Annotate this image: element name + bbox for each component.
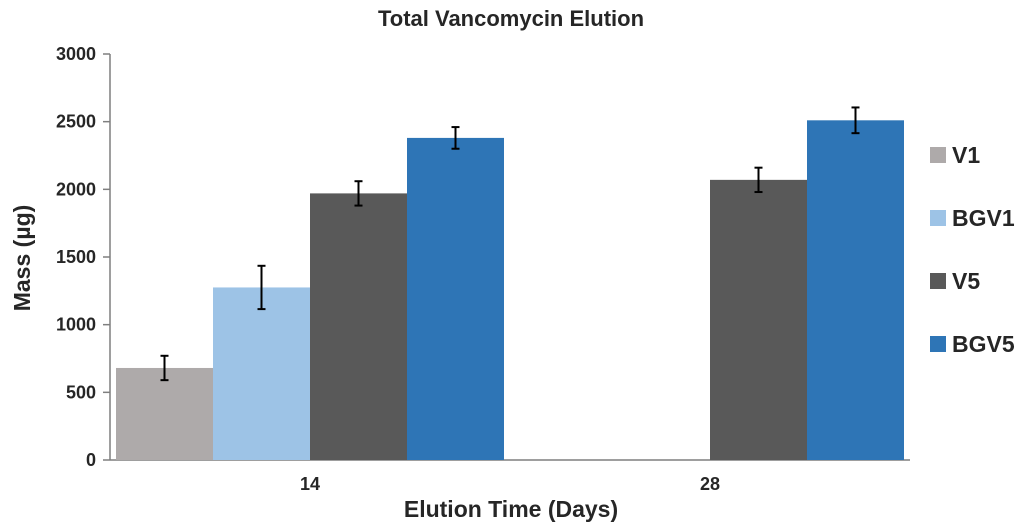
y-tick-label: 1000	[56, 315, 96, 335]
y-axis-title: Mass (µg)	[9, 205, 35, 312]
bar-bgv1-14	[213, 287, 310, 460]
x-tick-label: 28	[700, 474, 720, 494]
legend: V1 BGV1 V5 BGV5	[930, 142, 1015, 357]
x-axis-title: Elution Time (Days)	[404, 496, 618, 522]
legend-label-v5: V5	[952, 268, 980, 294]
bar-v1-14	[116, 367, 213, 460]
legend-label-v1: V1	[952, 142, 980, 168]
legend-swatch-bgv5	[930, 336, 946, 352]
y-tick-label: 1500	[56, 247, 96, 267]
legend-swatch-v1	[930, 147, 946, 163]
legend-label-bgv1: BGV1	[952, 205, 1015, 231]
legend-swatch-bgv1	[930, 210, 946, 226]
legend-label-bgv5: BGV5	[952, 331, 1015, 357]
bar-bgv5-28	[807, 120, 904, 461]
y-tick-label: 2500	[56, 112, 96, 132]
y-tick-label: 2000	[56, 179, 96, 199]
bar-v5-28	[710, 179, 807, 461]
y-tick-label: 500	[66, 382, 96, 402]
bar-v5-14	[310, 193, 407, 461]
plot-area: 0 500 1000 1500 2000 2500 3000 14 28	[56, 44, 910, 494]
legend-swatch-v5	[930, 273, 946, 289]
y-tick-label: 3000	[56, 44, 96, 64]
bar-bgv5-14	[407, 137, 504, 460]
x-tick-label: 14	[300, 474, 320, 494]
chart-title: Total Vancomycin Elution	[378, 6, 644, 31]
y-tick-label: 0	[86, 450, 96, 470]
